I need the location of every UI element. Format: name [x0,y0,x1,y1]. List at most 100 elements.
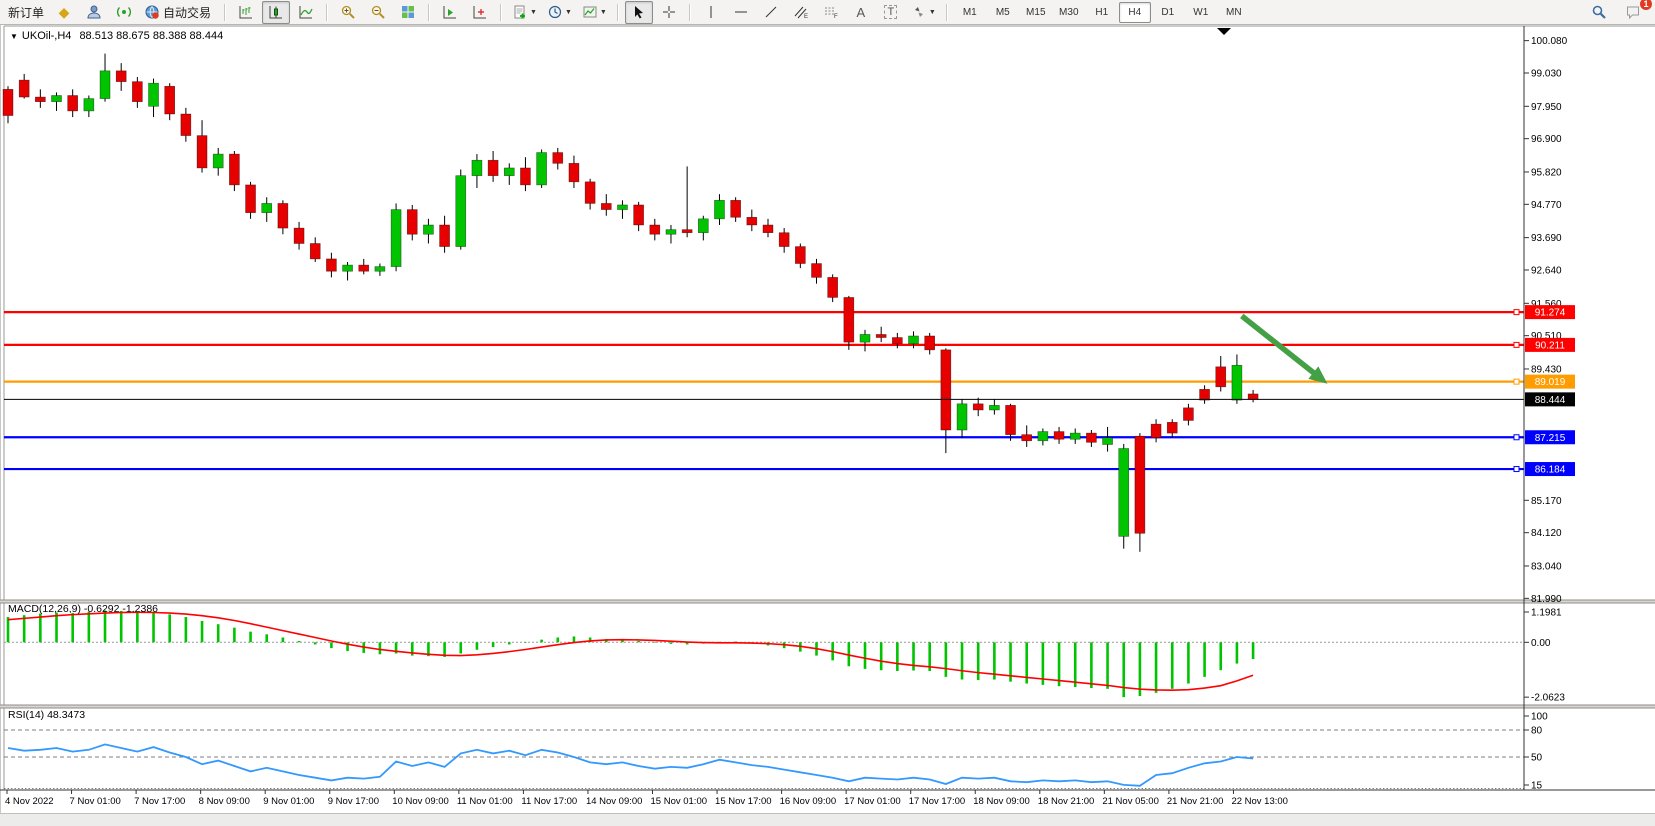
status-strip [0,813,1655,826]
search-button[interactable] [1585,1,1613,24]
chat-icon [1627,6,1639,20]
pane-separator[interactable] [0,600,1655,603]
svg-text:1.1981: 1.1981 [1531,608,1562,619]
chat-badge: 1 [1640,0,1652,10]
svg-text:91.274: 91.274 [1535,308,1566,319]
toolbar-separator [500,3,503,21]
market-watch-icon [87,5,101,19]
svg-text:90.211: 90.211 [1535,340,1565,351]
svg-text:88.444: 88.444 [1535,395,1566,406]
zoom-out-button[interactable] [364,1,392,24]
bar-chart-button[interactable] [232,1,260,24]
arrows-tool-button[interactable]: ▼ [907,1,940,24]
toolbar-right-group: 1 [1585,0,1652,24]
vline-tool-button[interactable] [697,1,725,24]
timeframe-M5[interactable]: M5 [995,6,1010,18]
svg-text:E: E [804,14,808,20]
hline-tool-button[interactable] [727,1,755,24]
template-button[interactable]: ▼ [578,1,611,24]
level-lines[interactable] [4,309,1524,473]
timeframe-M30[interactable]: M30 [1059,6,1079,18]
svg-text:11 Nov 01:00: 11 Nov 01:00 [457,796,513,807]
svg-text:80: 80 [1531,726,1543,737]
svg-text:83.040: 83.040 [1531,561,1562,572]
signals-button[interactable] [110,1,138,24]
svg-text:85.170: 85.170 [1531,496,1562,507]
tile-windows-icon [402,6,415,18]
timeframe-MN[interactable]: MN [1226,6,1242,18]
svg-text:18 Nov 09:00: 18 Nov 09:00 [973,796,1030,807]
price-badge: 89.019 [1525,374,1575,389]
svg-text:7 Nov 01:00: 7 Nov 01:00 [70,796,121,807]
zoom-in-button[interactable] [334,1,362,24]
crosshair-icon [662,6,675,18]
toolbar-separator [224,3,227,21]
svg-text:10 Nov 09:00: 10 Nov 09:00 [392,796,449,807]
auto-scroll-button[interactable] [436,1,464,24]
new-order-button[interactable]: 新订单 [4,1,48,24]
line-chart-icon [299,6,313,19]
chart-ohlc-values: 88.513 88.675 88.388 88.444 [79,30,224,42]
svg-text:15 Nov 01:00: 15 Nov 01:00 [651,796,708,807]
time-axis[interactable]: 4 Nov 2022 7 Nov 01:00 7 Nov 17:00 8 Nov 09… [0,789,1655,807]
indicators-button[interactable]: ▼ [508,1,541,24]
chart-shift-button[interactable] [466,1,494,24]
notifications-button[interactable]: 1 [1619,0,1652,24]
autotrading-button[interactable]: 自动交易 [140,1,218,24]
indicators-icon [514,5,526,19]
line-chart-button[interactable] [292,1,320,24]
periods-button[interactable]: ▼ [543,1,576,24]
fibonacci-tool-button[interactable]: F [817,1,845,24]
tile-windows-button[interactable] [394,1,422,24]
price-badge: 87.215 [1525,430,1575,445]
candlestick-chart-button[interactable] [262,0,291,24]
text-tool-button[interactable]: A [847,1,875,24]
timeframe-M15[interactable]: M15 [1026,6,1046,18]
chevron-down-icon: ▼ [599,8,607,16]
market-watch-button[interactable] [80,1,108,24]
svg-text:91.560: 91.560 [1531,299,1562,310]
svg-text:18 Nov 21:00: 18 Nov 21:00 [1038,796,1095,807]
svg-text:92.640: 92.640 [1531,266,1562,277]
svg-text:97.950: 97.950 [1531,102,1562,113]
svg-text:17 Nov 01:00: 17 Nov 01:00 [844,796,901,807]
price-axis[interactable]: 100.080 99.030 97.950 96.900 95.820 94.770 93.… [1523,26,1575,792]
candles [2,53,1259,552]
trendline-tool-button[interactable] [757,1,785,24]
svg-text:-2.0623: -2.0623 [1531,693,1565,704]
timeframe-H1[interactable]: H1 [1095,6,1109,18]
svg-text:86.184: 86.184 [1535,465,1566,476]
template-icon [583,6,597,18]
svg-text:F: F [834,14,838,20]
hline-icon [734,11,747,13]
zoom-in-icon [341,5,355,19]
quotes-button[interactable]: ◆ [50,1,78,24]
svg-text:21 Nov 21:00: 21 Nov 21:00 [1167,796,1224,807]
annotation-arrow[interactable] [1240,313,1328,384]
crosshair-button[interactable] [655,1,683,24]
toolbar-separator [428,3,431,21]
channel-tool-button[interactable]: E [787,1,815,24]
svg-text:0.00: 0.00 [1531,638,1551,649]
svg-text:7 Nov 17:00: 7 Nov 17:00 [134,796,185,807]
timeframe-M1[interactable]: M1 [962,6,977,18]
timeframe-D1[interactable]: D1 [1161,6,1175,18]
autotrading-icon [145,5,159,19]
timeframe-W1[interactable]: W1 [1193,6,1209,18]
timeframe-H4[interactable]: H4 [1118,1,1151,23]
chart-dropdown-icon[interactable]: ▼ [10,32,18,41]
svg-text:94.770: 94.770 [1531,200,1562,211]
price-badge: 90.211 [1525,337,1575,352]
chart-title: ▼ UKOil-,H4 88.513 88.675 88.388 88.444 [10,30,223,42]
quotes-icon: ◆ [58,3,70,20]
price-badge: 91.274 [1525,305,1575,320]
pane-separator[interactable] [0,705,1655,708]
zoom-out-icon [371,5,385,19]
label-tool-button[interactable]: T [877,1,905,24]
chart-shift-marker[interactable] [1217,28,1231,35]
svg-text:17 Nov 17:00: 17 Nov 17:00 [909,796,966,807]
cursor-button[interactable] [624,0,653,24]
svg-text:14 Nov 09:00: 14 Nov 09:00 [586,796,643,807]
main-toolbar: 新订单 ◆ 自动交易 [0,0,1655,25]
